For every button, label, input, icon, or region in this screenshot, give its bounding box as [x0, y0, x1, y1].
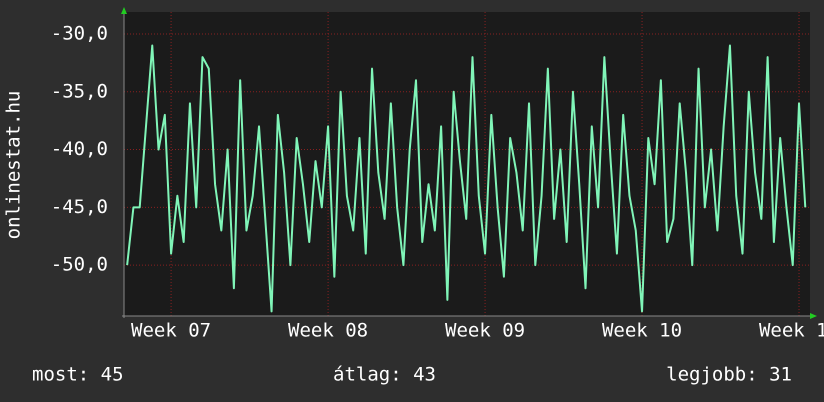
x-tick-label: Week 08 — [288, 320, 368, 342]
footer-average: átlag: 43 — [333, 364, 436, 386]
lines — [126, 44, 807, 313]
axis-arrow — [810, 313, 817, 319]
y-tick-label: -45,0 — [51, 196, 108, 218]
footer-best: legjobb: 31 — [666, 364, 792, 386]
footer-current: most: 45 — [32, 364, 124, 386]
y-axis-label: onlinestat.hu — [3, 91, 25, 240]
axis-arrow — [121, 7, 127, 14]
x-tick-label: Week 07 — [131, 320, 211, 342]
y-tick-label: -35,0 — [51, 80, 108, 102]
y-tick-label: -50,0 — [51, 254, 108, 276]
y-tick-label: -40,0 — [51, 138, 108, 160]
x-tick-label: Week 09 — [445, 320, 525, 342]
data-line — [126, 44, 807, 313]
x-tick-label: Week 10 — [602, 320, 682, 342]
y-tick-label: -30,0 — [51, 22, 108, 44]
x-tick-label: Week 11 — [759, 320, 824, 342]
